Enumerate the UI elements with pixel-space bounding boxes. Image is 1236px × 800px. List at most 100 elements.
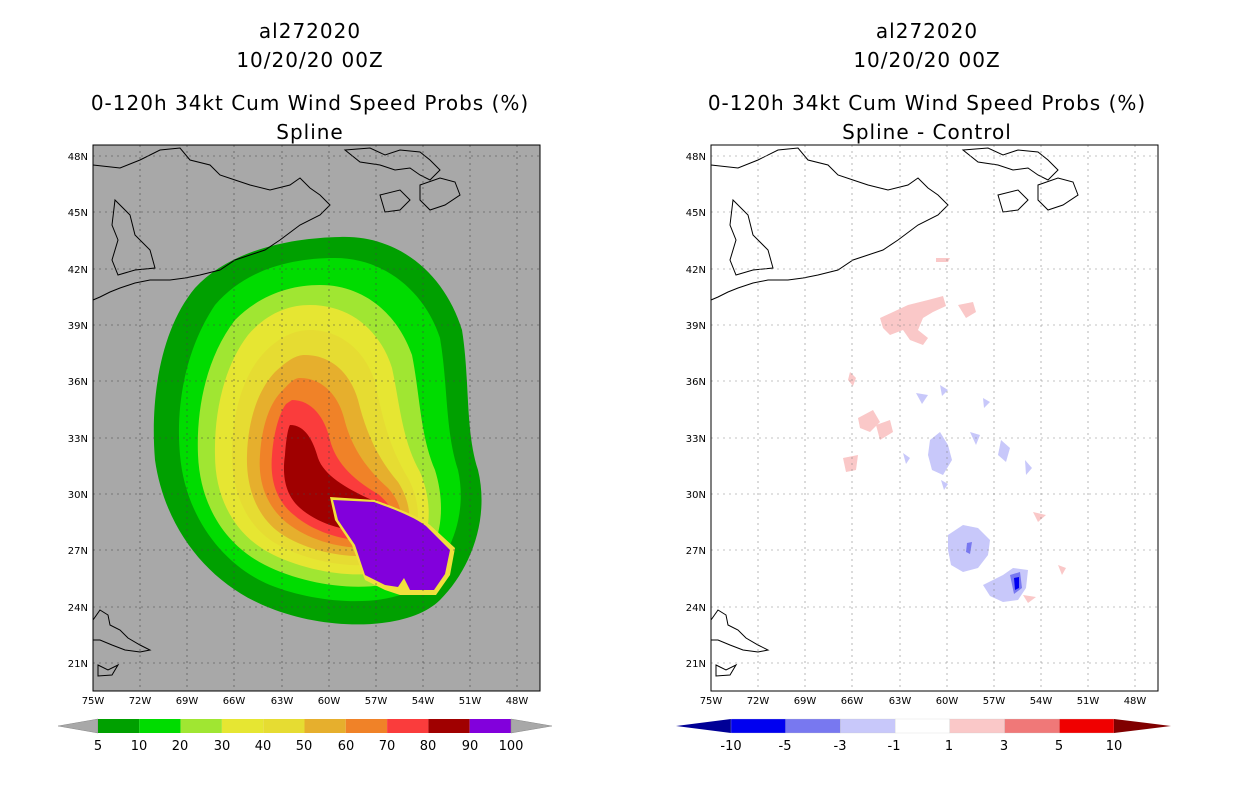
right-lon-labels: 75W 72W 69W 66W 63W 60W 57W 54W 51W 48W	[700, 696, 1147, 707]
right-map-background	[711, 145, 1158, 691]
lon-label: 57W	[983, 696, 1006, 707]
lat-label: 48N	[686, 152, 706, 163]
lon-label: 66W	[223, 696, 246, 707]
lat-label: 39N	[68, 321, 88, 332]
lon-label: 48W	[506, 696, 529, 707]
left-colorbar-swatch	[139, 719, 181, 733]
left-product-title: 0-120h 34kt Cum Wind Speed Probs (%)	[90, 91, 530, 115]
lat-label: 39N	[686, 321, 706, 332]
right-cb-label: -10	[720, 739, 741, 754]
left-gridlines	[93, 145, 540, 691]
right-colorbar-swatch	[1004, 718, 1060, 734]
left-colorbar-swatch	[221, 719, 264, 733]
right-cb-label: 10	[1106, 739, 1123, 754]
lon-label: 63W	[889, 696, 912, 707]
left-cb-label: 40	[255, 739, 272, 754]
left-cb-label: 10	[131, 739, 148, 754]
left-probability-contours	[153, 236, 482, 625]
lon-label: 63W	[271, 696, 294, 707]
contour-100	[333, 500, 450, 590]
lon-label: 69W	[176, 696, 199, 707]
lon-label: 60W	[936, 696, 959, 707]
lat-label: 21N	[686, 659, 706, 670]
left-cb-label: 60	[338, 739, 355, 754]
lon-label: 51W	[1077, 696, 1100, 707]
lat-label: 33N	[68, 434, 88, 445]
left-cb-label: 20	[172, 739, 189, 754]
lat-label: 24N	[686, 603, 706, 614]
lat-label: 42N	[68, 265, 88, 276]
lon-label: 72W	[129, 696, 152, 707]
left-colorbar-over-arrow	[510, 718, 553, 734]
left-subtitle: Spline	[276, 120, 344, 144]
right-cb-label: 1	[945, 739, 953, 754]
left-map: 48N 45N 42N 39N 36N 33N 30N 27N 24N 21N …	[57, 144, 553, 754]
right-storm-id: al272020	[875, 19, 979, 43]
lat-label: 36N	[686, 377, 706, 388]
right-gridlines	[711, 145, 1158, 691]
left-cb-label: 90	[462, 739, 479, 754]
right-datetime: 10/20/20 00Z	[853, 48, 1001, 72]
lat-label: 21N	[68, 659, 88, 670]
right-difference-contours	[843, 258, 1066, 603]
right-colorbar-swatch	[949, 718, 1005, 734]
left-colorbar-swatch	[98, 719, 140, 733]
right-cb-label: -1	[888, 739, 901, 754]
left-coastlines	[92, 147, 461, 677]
right-cb-label: 3	[1000, 739, 1008, 754]
lat-label: 33N	[686, 434, 706, 445]
right-coastlines	[710, 147, 1079, 677]
lon-label: 60W	[318, 696, 341, 707]
right-colorbar-swatch	[894, 718, 951, 734]
right-colorbar-swatch	[840, 718, 896, 734]
left-colorbar-swatch	[345, 719, 388, 733]
right-cb-label: -3	[834, 739, 847, 754]
right-colorbar-swatch	[785, 718, 841, 734]
lon-label: 75W	[82, 696, 105, 707]
left-map-frame	[92, 144, 541, 692]
left-colorbar-swatch	[263, 719, 305, 733]
left-colorbar-swatch	[387, 719, 429, 733]
left-datetime: 10/20/20 00Z	[236, 48, 384, 72]
left-colorbar-swatch	[180, 719, 222, 733]
left-colorbar-swatch	[304, 719, 346, 733]
lon-label: 72W	[747, 696, 770, 707]
lon-label: 66W	[841, 696, 864, 707]
left-cb-label: 30	[214, 739, 231, 754]
left-colorbar-swatch	[469, 719, 511, 733]
left-cb-label: 70	[379, 739, 396, 754]
left-colorbar-swatch	[428, 719, 470, 733]
right-map: 48N 45N 42N 39N 36N 33N 30N 27N 24N 21N …	[676, 144, 1171, 754]
right-subtitle: Spline - Control	[842, 120, 1012, 144]
lat-label: 36N	[68, 377, 88, 388]
right-lat-labels: 48N 45N 42N 39N 36N 33N 30N 27N 24N 21N	[686, 152, 706, 670]
lat-label: 48N	[68, 152, 88, 163]
lat-label: 27N	[68, 546, 88, 557]
right-colorbar: -10 -5 -3 -1 1 3 5 10	[676, 718, 1171, 754]
left-cb-label: 50	[296, 739, 313, 754]
right-colorbar-under-arrow	[676, 719, 731, 733]
left-lat-labels: 48N 45N 42N 39N 36N 33N 30N 27N 24N 21N	[68, 152, 88, 670]
left-colorbar: 5 10 20 30 40 50 60 70 80 90 100	[57, 718, 553, 754]
right-map-frame	[710, 144, 1159, 692]
lat-label: 45N	[68, 208, 88, 219]
left-storm-id: al272020	[258, 19, 362, 43]
lon-label: 48W	[1124, 696, 1147, 707]
left-colorbar-under-arrow	[57, 718, 99, 734]
lat-label: 45N	[686, 208, 706, 219]
lat-label: 27N	[686, 546, 706, 557]
lat-label: 30N	[68, 490, 88, 501]
lon-label: 57W	[365, 696, 388, 707]
lon-label: 54W	[412, 696, 435, 707]
left-cb-label: 5	[94, 739, 102, 754]
lat-label: 24N	[68, 603, 88, 614]
right-product-title: 0-120h 34kt Cum Wind Speed Probs (%)	[707, 91, 1147, 115]
left-cb-label: 100	[499, 739, 524, 754]
right-colorbar-swatch	[1059, 718, 1115, 734]
right-cb-label: -5	[779, 739, 792, 754]
right-colorbar-over-arrow	[1114, 719, 1171, 733]
lat-label: 42N	[686, 265, 706, 276]
lat-label: 30N	[686, 490, 706, 501]
lon-label: 51W	[459, 696, 482, 707]
right-colorbar-swatch	[730, 718, 786, 734]
